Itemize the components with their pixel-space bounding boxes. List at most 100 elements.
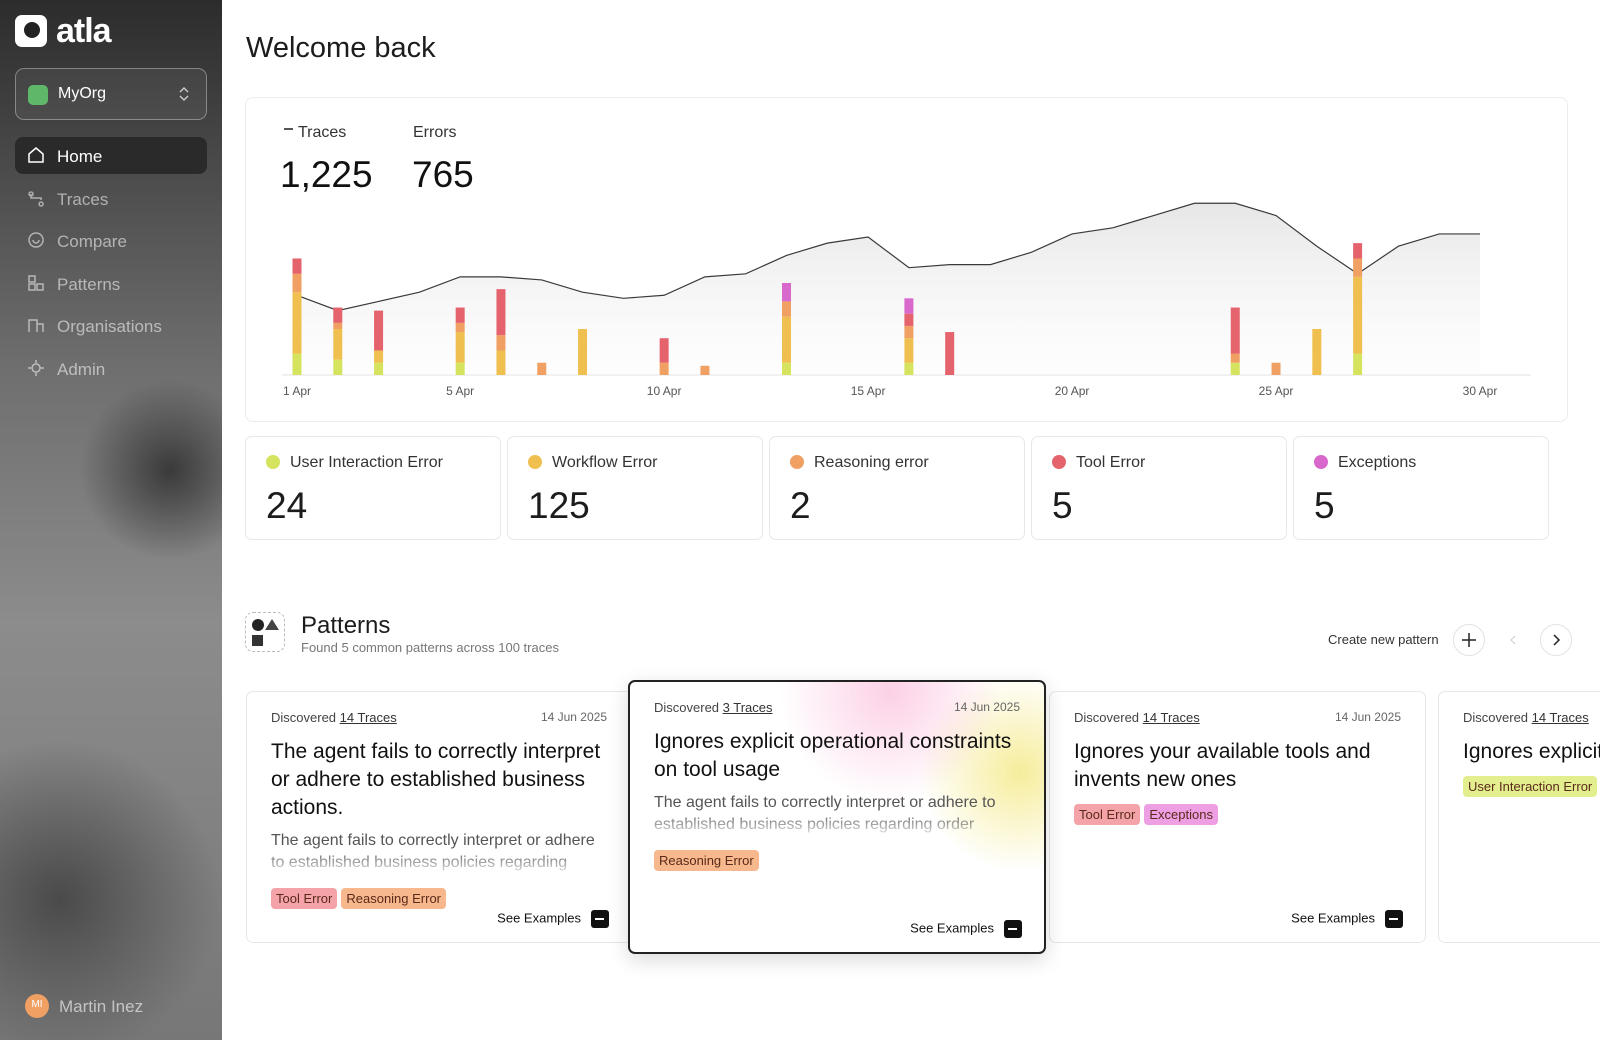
nav-icon <box>28 190 44 207</box>
card-date: 14 Jun 2025 <box>1334 710 1401 724</box>
patterns-icon <box>245 612 285 652</box>
nav-item[interactable]: Patterns <box>15 265 207 302</box>
error-count: 2 <box>790 485 811 526</box>
bar-segment <box>455 362 465 375</box>
nav-label: Compare <box>57 232 127 251</box>
error-name: Exceptions <box>1338 454 1417 471</box>
traces-total: 1,225 <box>280 154 373 195</box>
errors-total: 765 <box>412 154 474 195</box>
tags: Reasoning Error <box>654 850 1020 871</box>
prev-button[interactable] <box>1507 634 1519 646</box>
bar-segment <box>1353 276 1363 354</box>
bar-segment <box>333 322 343 329</box>
bar-segment <box>292 258 302 274</box>
bar-segment <box>1312 329 1322 375</box>
see-examples[interactable]: See Examples <box>497 910 609 928</box>
tags: Tool Error Exceptions <box>1074 804 1401 825</box>
nav-label: Organisations <box>57 317 162 336</box>
bar-segment <box>333 329 343 360</box>
see-examples[interactable]: See Examples <box>1291 910 1403 928</box>
nav-icon-path <box>28 232 44 248</box>
error-name: Reasoning error <box>814 454 929 471</box>
nav-item[interactable]: Compare <box>15 222 207 259</box>
discovered: Discovered <box>654 700 720 715</box>
arrow-icon <box>1004 920 1022 938</box>
main: Welcome back 1 Apr 5 Apr 10 Apr 15 Apr 20 Ap… <box>222 0 1600 1040</box>
card-date: 14 Jun 2025 <box>540 710 607 724</box>
bar-segment <box>1353 353 1363 375</box>
nav-item[interactable]: Organisations <box>15 307 207 344</box>
nav-item[interactable]: Admin <box>15 350 207 387</box>
bar-segment <box>374 310 384 351</box>
patterns-subtitle: Found 5 common patterns across 100 trace… <box>301 640 559 655</box>
nav-item[interactable]: Home <box>15 137 207 174</box>
bar-segment <box>496 335 506 351</box>
pattern-card[interactable]: Discovered 14 Traces 14 Jun 2025 Ignores y… <box>1049 691 1426 943</box>
action-label: See Examples <box>497 910 581 926</box>
page-title: Welcome back <box>246 32 436 64</box>
action-label: See Examples <box>910 920 994 936</box>
nav-label: Admin <box>57 359 106 379</box>
avatar <box>25 994 49 1018</box>
tag: Reasoning Error <box>341 888 447 909</box>
error-card: Exceptions 5 <box>1293 436 1549 540</box>
card-meta: Discovered 14 Traces 14 Jun 2025 <box>1074 710 1401 725</box>
error-card: Tool Error 5 <box>1031 436 1287 540</box>
x-tick-label: 10 Apr <box>647 384 682 398</box>
bar-segment <box>455 322 465 333</box>
bar-segment <box>700 365 710 375</box>
traces-link[interactable]: 3 Traces <box>722 700 773 715</box>
nav-icon <box>28 232 44 248</box>
card-title: The agent fails to correctly interpret o… <box>271 740 601 819</box>
next-button[interactable] <box>1540 624 1572 656</box>
error-dot <box>1314 455 1328 469</box>
pattern-card[interactable]: Discovered 3 Traces 14 Jun 2025 Ignores ex… <box>628 680 1046 954</box>
card-date: 14 Jun 2025 <box>953 700 1020 714</box>
bar-segment <box>374 362 384 375</box>
traces-link[interactable]: 14 Traces <box>1531 710 1589 725</box>
bar-segment <box>782 316 792 363</box>
nav-icon-path <box>28 319 44 332</box>
discovered: Discovered <box>1074 710 1140 725</box>
error-dot <box>528 455 542 469</box>
traces-link[interactable]: 14 Traces <box>339 710 397 725</box>
bar-segment <box>782 362 792 375</box>
tag: Exceptions <box>1144 804 1218 825</box>
error-count: 125 <box>528 485 590 526</box>
area-fill <box>297 203 1480 375</box>
bar-segment <box>292 353 302 375</box>
bar-segment <box>782 283 792 302</box>
nav-label: Patterns <box>57 274 121 294</box>
error-count: 5 <box>1314 485 1335 526</box>
tags: User Interaction Error <box>1463 776 1600 797</box>
bar-segment <box>1271 362 1281 375</box>
tag: Reasoning Error <box>654 850 759 871</box>
nav-icon <box>28 274 44 291</box>
card-meta: Discovered 14 Traces 14 Jun 2025 <box>271 710 607 725</box>
arrow-icon <box>591 910 609 928</box>
errors-label: Errors <box>413 124 457 141</box>
error-card: Reasoning error 2 <box>769 436 1025 540</box>
bar-segment <box>659 338 669 363</box>
bar-segment <box>904 298 914 314</box>
legend-dash <box>284 128 293 130</box>
traces-line <box>296 202 1480 312</box>
add-button[interactable] <box>1453 624 1485 656</box>
org-switcher[interactable]: MyOrg <box>15 68 207 120</box>
create-pattern[interactable]: Create new pattern <box>1328 632 1439 647</box>
see-examples[interactable]: See Examples <box>910 920 1022 938</box>
bar-segment <box>578 329 588 375</box>
bar-segment <box>496 350 506 375</box>
error-card: Workflow Error 125 <box>507 436 763 540</box>
error-dot <box>1052 455 1066 469</box>
traces-link[interactable]: 14 Traces <box>1142 710 1200 725</box>
nav-item[interactable]: Traces <box>15 180 207 217</box>
user-name[interactable]: Martin Inez <box>59 997 144 1016</box>
sidebar: atla MyOrg Home Traces Compare Patterns Orga… <box>0 0 222 1040</box>
error-name: Workflow Error <box>552 454 658 471</box>
pattern-card[interactable]: Discovered 14 Traces 14 Jun 2025 The agent… <box>246 691 632 943</box>
org-name: MyOrg <box>58 85 106 102</box>
nav-label: Traces <box>57 189 109 209</box>
